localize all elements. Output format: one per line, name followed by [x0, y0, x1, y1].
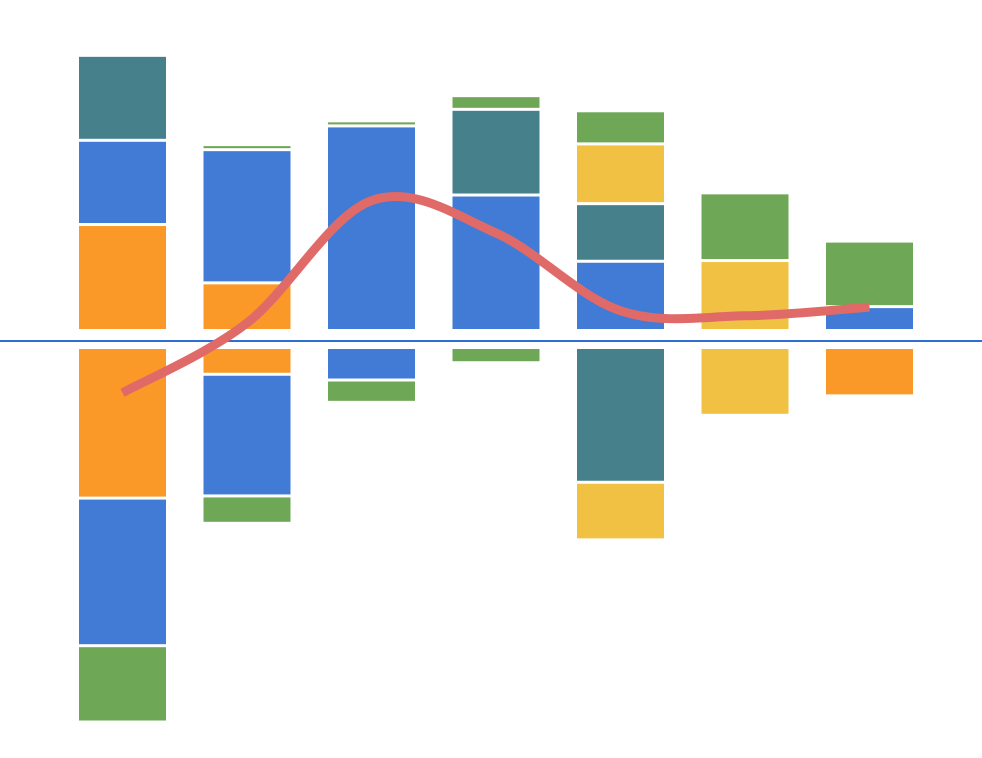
- bar-segment-blue-pos-1: [203, 151, 291, 282]
- bar-segment-teal-pos-3: [452, 110, 540, 194]
- positive-bars-group: [79, 56, 913, 330]
- trend-line: [120, 192, 870, 397]
- bar-segment-orange-neg-1: [203, 349, 291, 373]
- bar-segment-blue-pos-2: [328, 127, 415, 330]
- bar-segment-orange-neg-0: [79, 349, 166, 497]
- bar-segment-green-neg-0: [79, 647, 166, 721]
- bar-segment-green-pos-2: [328, 122, 415, 125]
- bar-segment-yellow-neg-4: [577, 483, 664, 539]
- bar-segment-green-neg-2: [328, 381, 415, 401]
- bar-segment-green-pos-1: [203, 146, 291, 149]
- bar-segment-green-neg-3: [452, 349, 540, 362]
- bar-segment-teal-neg-4: [577, 349, 664, 481]
- bar-segment-green-pos-6: [826, 242, 913, 306]
- bar-segment-teal-pos-4: [577, 205, 664, 260]
- bar-segment-blue-neg-1: [203, 375, 291, 495]
- bar-segment-yellow-neg-5: [701, 349, 789, 414]
- bar-segment-green-pos-4: [577, 112, 664, 143]
- bar-segment-blue-neg-2: [328, 349, 415, 379]
- bar-segment-green-pos-5: [701, 194, 789, 260]
- bar-segment-orange-neg-6: [826, 349, 913, 395]
- bar-segment-yellow-pos-4: [577, 145, 664, 203]
- bar-segment-green-neg-1: [203, 497, 291, 522]
- bar-segment-teal-pos-0: [79, 56, 166, 139]
- bar-segment-orange-pos-0: [79, 226, 166, 329]
- negative-bars-group: [79, 349, 913, 721]
- bar-segment-blue-neg-0: [79, 499, 166, 645]
- bar-segment-blue-pos-0: [79, 141, 166, 224]
- bar-segment-green-pos-3: [452, 97, 540, 108]
